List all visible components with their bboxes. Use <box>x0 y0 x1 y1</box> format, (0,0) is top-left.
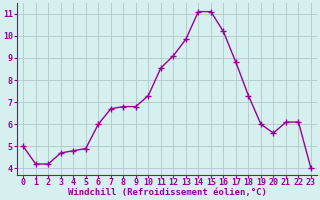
X-axis label: Windchill (Refroidissement éolien,°C): Windchill (Refroidissement éolien,°C) <box>68 188 267 197</box>
